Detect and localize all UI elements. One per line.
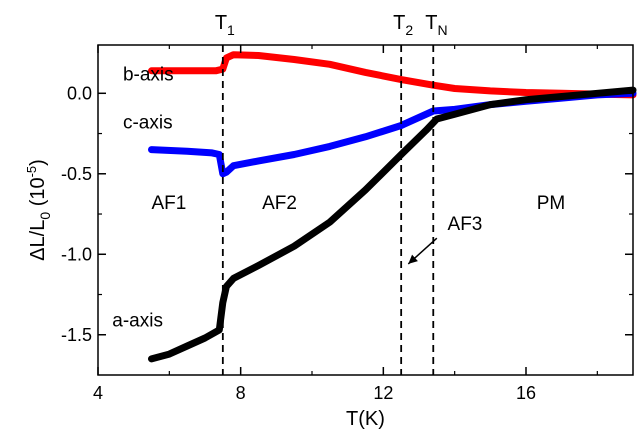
y-tick-label: -0.5 — [61, 164, 92, 184]
transition-lines: T1 T2 TN — [215, 12, 448, 375]
transition-label-2: T2 — [393, 12, 413, 38]
axes: 4 8 12 16 0.0 -0.5 -1.0 -1.5 T(K) ΔL/L0 (10-5) — [24, 44, 634, 430]
annotation-pm: PM — [537, 193, 566, 214]
transition-label-sub: 2 — [405, 22, 413, 38]
series-layer — [148, 51, 637, 363]
y-axis-label: ΔL/L0 (10-5) — [24, 159, 53, 261]
transition-label-N: TN — [425, 12, 447, 38]
af3-arrow-head — [408, 254, 418, 264]
annotation-af3: AF3 — [448, 214, 483, 235]
x-tick-label: 12 — [373, 383, 393, 403]
y-label-end: ) — [27, 159, 49, 166]
annotation-b-axis: b-axis — [123, 64, 174, 85]
transition-label-1: T1 — [215, 12, 235, 38]
annotation-af1: AF1 — [152, 193, 187, 214]
annotation-c-axis: c-axis — [123, 113, 173, 134]
x-tick-label: 8 — [236, 383, 246, 403]
transition-label-main: T — [425, 12, 437, 34]
x-tick-label: 16 — [516, 383, 536, 403]
y-tick-label: -1.5 — [61, 325, 92, 345]
annotation-af2: AF2 — [262, 193, 297, 214]
y-label-mid: (10 — [27, 177, 49, 211]
x-axis-label: T(K) — [346, 408, 385, 430]
transition-label-sub: 1 — [227, 22, 235, 38]
annotation-a-axis: a-axis — [112, 311, 163, 332]
y-tick-label: -1.0 — [61, 244, 92, 264]
transition-label-main: T — [215, 12, 227, 34]
y-label-sup: -5 — [24, 166, 39, 178]
series-b-axis — [148, 51, 637, 99]
series-a-axis — [148, 86, 637, 363]
x-tick-label: 4 — [93, 383, 103, 403]
transition-label-main: T — [393, 12, 405, 34]
transition-label-sub: N — [437, 22, 447, 38]
annotations: b-axis c-axis a-axis AF1 AF2 AF3 PM — [112, 64, 565, 331]
y-label-main: ΔL/L — [27, 220, 49, 261]
plot-frame — [97, 44, 634, 376]
y-label-sub: 0 — [37, 212, 53, 220]
y-tick-label: 0.0 — [67, 83, 92, 103]
